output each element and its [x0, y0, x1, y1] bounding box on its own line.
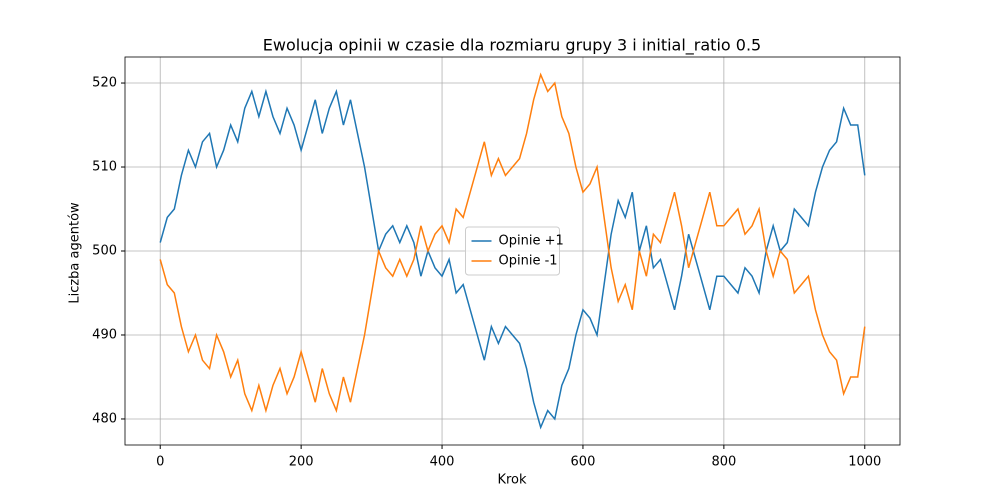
legend-label: Opinie +1: [499, 234, 564, 249]
y-tick-label: 490: [92, 327, 117, 342]
y-tick-label: 480: [92, 411, 117, 426]
legend-label: Opinie -1: [499, 254, 558, 269]
plot-frame: [124, 56, 901, 446]
x-tick-label: 1000: [848, 455, 881, 470]
line-series: [159, 72, 866, 414]
chart-title: Ewolucja opinii w czasie dla rozmiaru gr…: [263, 36, 761, 56]
legend-box: [465, 226, 560, 276]
x-axis-label: Krok: [497, 473, 527, 488]
y-axis-label: Liczba agentów: [68, 202, 83, 304]
line-series: [159, 88, 866, 430]
y-tick-label: 520: [92, 76, 117, 91]
y-tick-label: 500: [92, 244, 117, 259]
x-tick-label: 200: [289, 455, 314, 470]
x-tick-label: 0: [156, 455, 164, 470]
x-tick-label: 600: [571, 455, 596, 470]
y-tick-label: 510: [92, 160, 117, 175]
x-tick-label: 400: [430, 455, 455, 470]
x-tick-label: 800: [711, 455, 736, 470]
